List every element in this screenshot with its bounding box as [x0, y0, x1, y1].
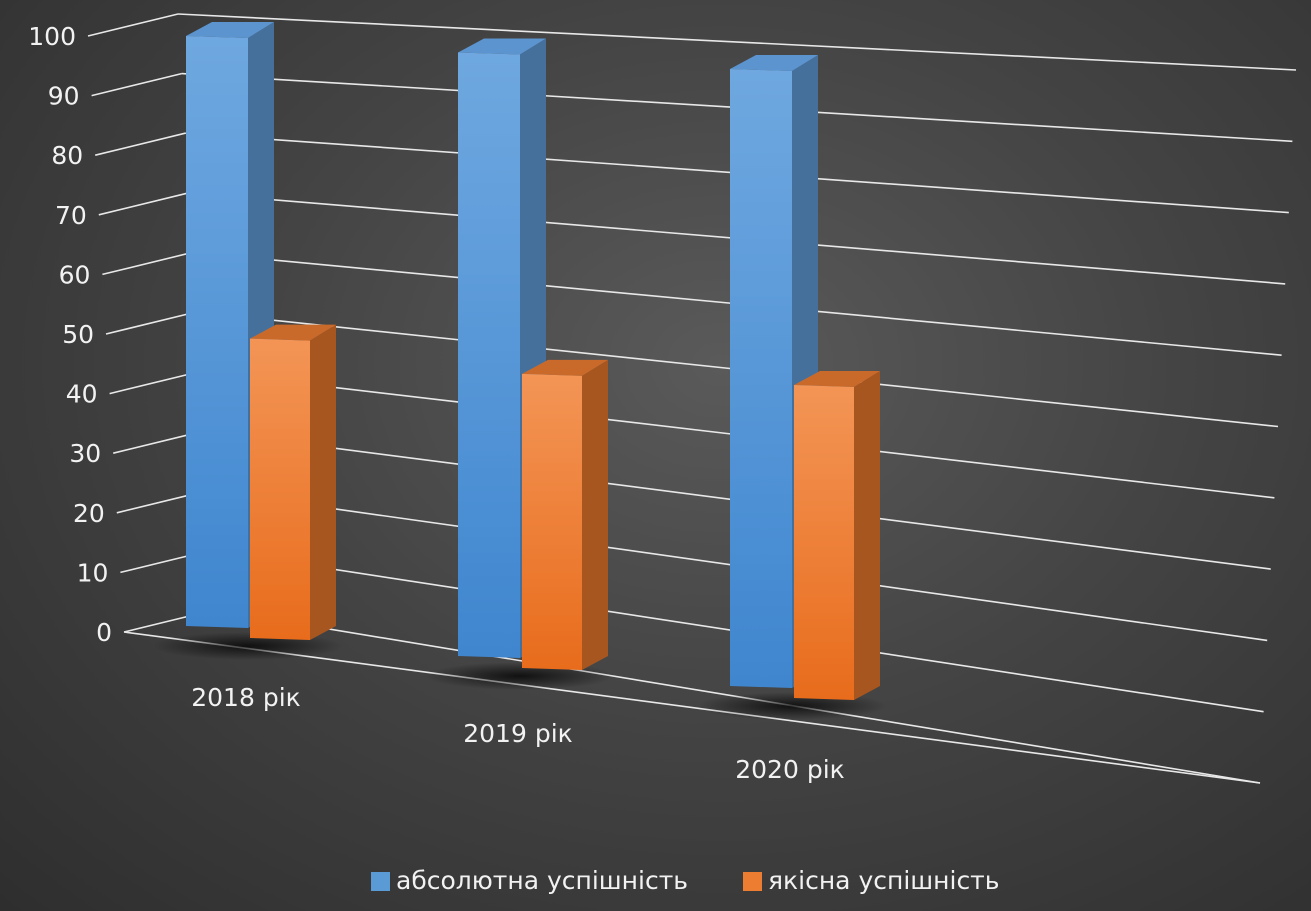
- bar-quality-2: [794, 385, 854, 700]
- gridline-side-9: [91, 72, 182, 97]
- x-category-label: 2019 рік: [463, 719, 573, 748]
- bar-top-absolute: [730, 55, 818, 71]
- bar-top-quality: [794, 371, 880, 387]
- y-tick-label: 10: [77, 558, 109, 587]
- gridline-side-5: [105, 311, 197, 335]
- legend-swatch-absolute: [371, 872, 390, 891]
- bar-quality-0: [250, 338, 310, 640]
- gridline-side-4: [109, 370, 200, 395]
- gridline-side-7: [98, 192, 189, 216]
- y-tick-label: 80: [51, 141, 83, 170]
- bar-side-quality: [582, 359, 608, 670]
- legend-label-quality: якісна успішність: [768, 866, 999, 895]
- y-tick-label: 20: [73, 499, 105, 528]
- bar-absolute-1: [458, 52, 520, 658]
- bar-side-quality: [854, 371, 880, 700]
- bar-top-absolute: [186, 22, 274, 38]
- bar-absolute-0: [186, 36, 248, 628]
- legend-label-absolute: абсолютна успішність: [396, 866, 688, 895]
- bar-top-quality: [522, 359, 608, 376]
- legend: абсолютна успішність якісна успішність: [371, 866, 999, 895]
- bars: [186, 22, 880, 700]
- y-axis-ticks: 0 10 20 30 40 50 60 70 80 90 100: [28, 22, 112, 647]
- y-tick-label: 40: [66, 380, 98, 409]
- y-tick-label: 60: [59, 260, 91, 289]
- bar-top-quality: [250, 324, 336, 341]
- y-tick-label: 90: [48, 82, 80, 111]
- gridline-side-6: [102, 251, 193, 276]
- bar-top-absolute: [458, 38, 546, 55]
- bar-side-quality: [310, 324, 336, 640]
- x-category-label: 2020 рік: [735, 755, 845, 784]
- y-tick-label: 70: [55, 201, 87, 230]
- y-tick-label: 100: [28, 22, 76, 51]
- y-tick-label: 30: [69, 439, 101, 468]
- y-tick-label: 50: [62, 320, 94, 349]
- floor-edge: [123, 631, 1261, 784]
- x-axis-categories: 2018 рік 2019 рік 2020 рік: [191, 683, 845, 784]
- gridline-10: [177, 13, 1297, 71]
- gridline-side-10: [87, 13, 179, 37]
- bar-absolute-2: [730, 69, 792, 688]
- gridline-side-8: [95, 132, 186, 156]
- x-category-label: 2018 рік: [191, 683, 301, 712]
- bar-quality-1: [522, 373, 582, 670]
- y-tick-label: 0: [96, 618, 112, 647]
- legend-swatch-quality: [743, 872, 762, 891]
